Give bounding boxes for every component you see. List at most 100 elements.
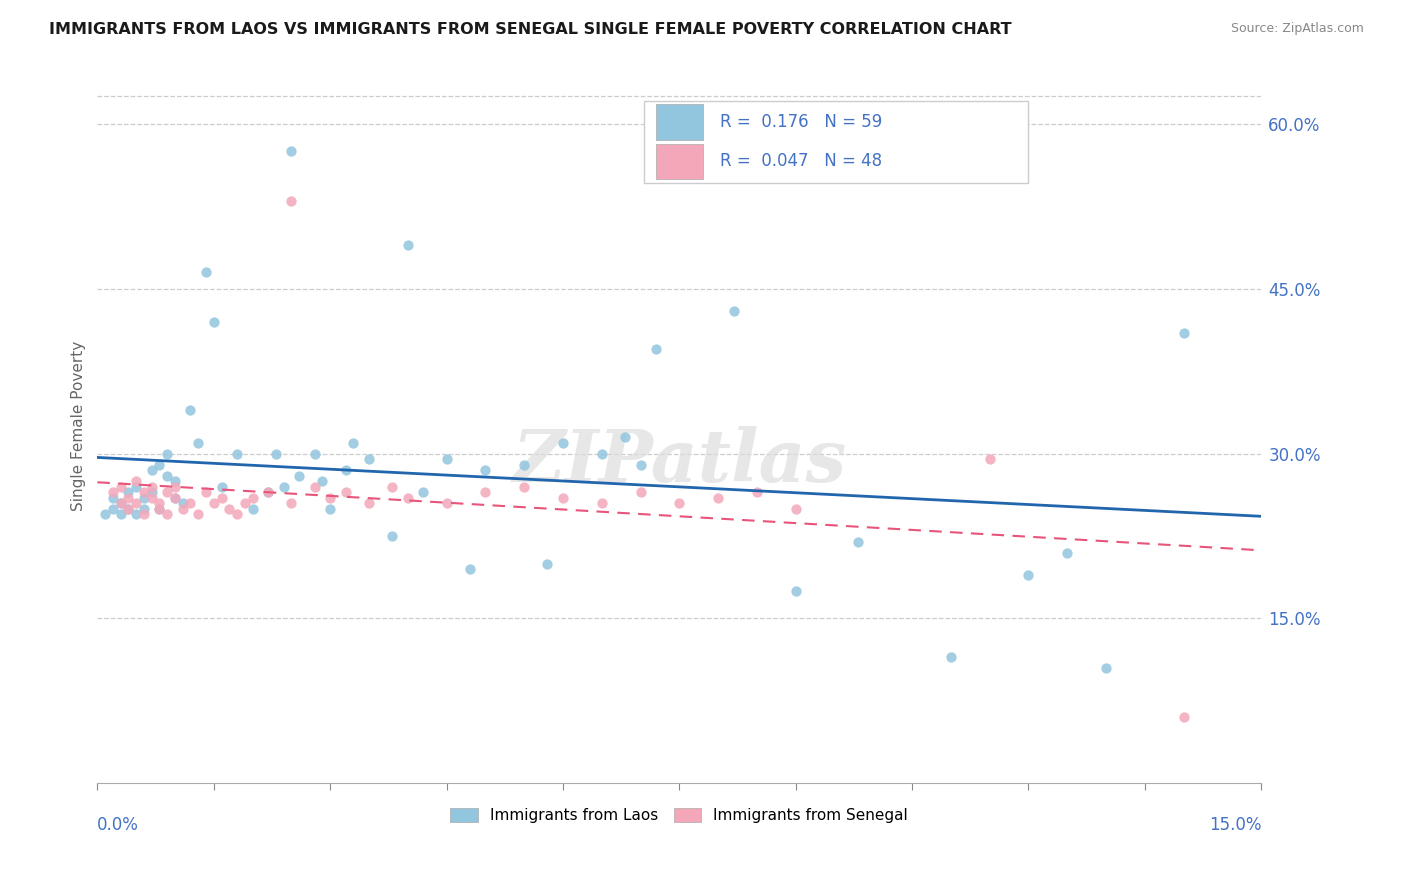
Point xyxy=(412,485,434,500)
Point xyxy=(288,468,311,483)
Point xyxy=(630,458,652,472)
Point xyxy=(257,485,280,500)
Text: R =  0.176   N = 59: R = 0.176 N = 59 xyxy=(720,113,883,131)
Point xyxy=(218,501,240,516)
Point xyxy=(1056,545,1078,559)
Point xyxy=(101,501,124,516)
Point xyxy=(474,485,496,500)
Point xyxy=(179,402,201,417)
Point xyxy=(141,491,163,505)
Point xyxy=(156,468,179,483)
Point xyxy=(785,501,807,516)
Point xyxy=(195,265,218,279)
Point xyxy=(110,507,132,521)
Point xyxy=(257,485,280,500)
Point xyxy=(264,446,287,460)
Point xyxy=(513,479,536,493)
Point xyxy=(101,485,124,500)
Point xyxy=(125,479,148,493)
Point xyxy=(357,496,380,510)
Point xyxy=(785,584,807,599)
Point xyxy=(117,485,139,500)
Point xyxy=(939,650,962,665)
Point xyxy=(163,474,186,488)
Point xyxy=(156,507,179,521)
Point xyxy=(707,491,730,505)
Point xyxy=(436,452,458,467)
Point xyxy=(156,485,179,500)
Point xyxy=(335,485,357,500)
Point xyxy=(110,496,132,510)
Point xyxy=(195,485,218,500)
Point xyxy=(132,491,155,505)
Point xyxy=(110,496,132,510)
Text: 15.0%: 15.0% xyxy=(1209,815,1261,834)
Point xyxy=(846,534,869,549)
Point xyxy=(101,491,124,505)
Point xyxy=(614,430,637,444)
Text: IMMIGRANTS FROM LAOS VS IMMIGRANTS FROM SENEGAL SINGLE FEMALE POVERTY CORRELATIO: IMMIGRANTS FROM LAOS VS IMMIGRANTS FROM … xyxy=(49,22,1012,37)
Point xyxy=(280,496,302,510)
Point xyxy=(381,529,404,543)
Point xyxy=(381,479,404,493)
Point xyxy=(536,557,558,571)
FancyBboxPatch shape xyxy=(657,104,703,140)
Text: ZIPatlas: ZIPatlas xyxy=(512,426,846,497)
Point xyxy=(242,491,264,505)
Point xyxy=(513,458,536,472)
Point xyxy=(630,485,652,500)
Point xyxy=(125,507,148,521)
Point xyxy=(94,507,117,521)
Point xyxy=(551,491,574,505)
Point xyxy=(304,446,326,460)
Point xyxy=(357,452,380,467)
Point xyxy=(458,562,481,576)
Point xyxy=(172,501,194,516)
Point xyxy=(396,237,419,252)
Point xyxy=(335,463,357,477)
Point xyxy=(745,485,768,500)
Text: Source: ZipAtlas.com: Source: ZipAtlas.com xyxy=(1230,22,1364,36)
Point xyxy=(280,194,302,208)
Point xyxy=(187,507,209,521)
Point xyxy=(319,491,342,505)
Point xyxy=(156,446,179,460)
Point xyxy=(141,463,163,477)
Point xyxy=(280,144,302,158)
Point xyxy=(211,491,233,505)
Point xyxy=(304,479,326,493)
Point xyxy=(125,496,148,510)
Point xyxy=(1017,567,1039,582)
Point xyxy=(148,501,170,516)
Point xyxy=(474,463,496,477)
Point xyxy=(172,496,194,510)
Point xyxy=(163,479,186,493)
Point xyxy=(132,507,155,521)
Point xyxy=(117,501,139,516)
Point xyxy=(187,435,209,450)
Point xyxy=(591,496,613,510)
Point xyxy=(273,479,295,493)
Point xyxy=(1095,661,1118,675)
FancyBboxPatch shape xyxy=(657,144,703,179)
Point xyxy=(163,491,186,505)
Point xyxy=(117,501,139,516)
Point xyxy=(163,491,186,505)
Point xyxy=(148,501,170,516)
Point xyxy=(226,446,249,460)
Point xyxy=(141,485,163,500)
Point xyxy=(211,479,233,493)
Point xyxy=(319,501,342,516)
Point xyxy=(436,496,458,510)
Point xyxy=(591,446,613,460)
Point xyxy=(226,507,249,521)
Point xyxy=(202,314,225,328)
Point xyxy=(396,491,419,505)
Point xyxy=(311,474,333,488)
Point xyxy=(242,501,264,516)
Point xyxy=(132,501,155,516)
Point xyxy=(202,496,225,510)
Text: R =  0.047   N = 48: R = 0.047 N = 48 xyxy=(720,153,882,170)
Point xyxy=(1173,710,1195,724)
Point xyxy=(117,491,139,505)
